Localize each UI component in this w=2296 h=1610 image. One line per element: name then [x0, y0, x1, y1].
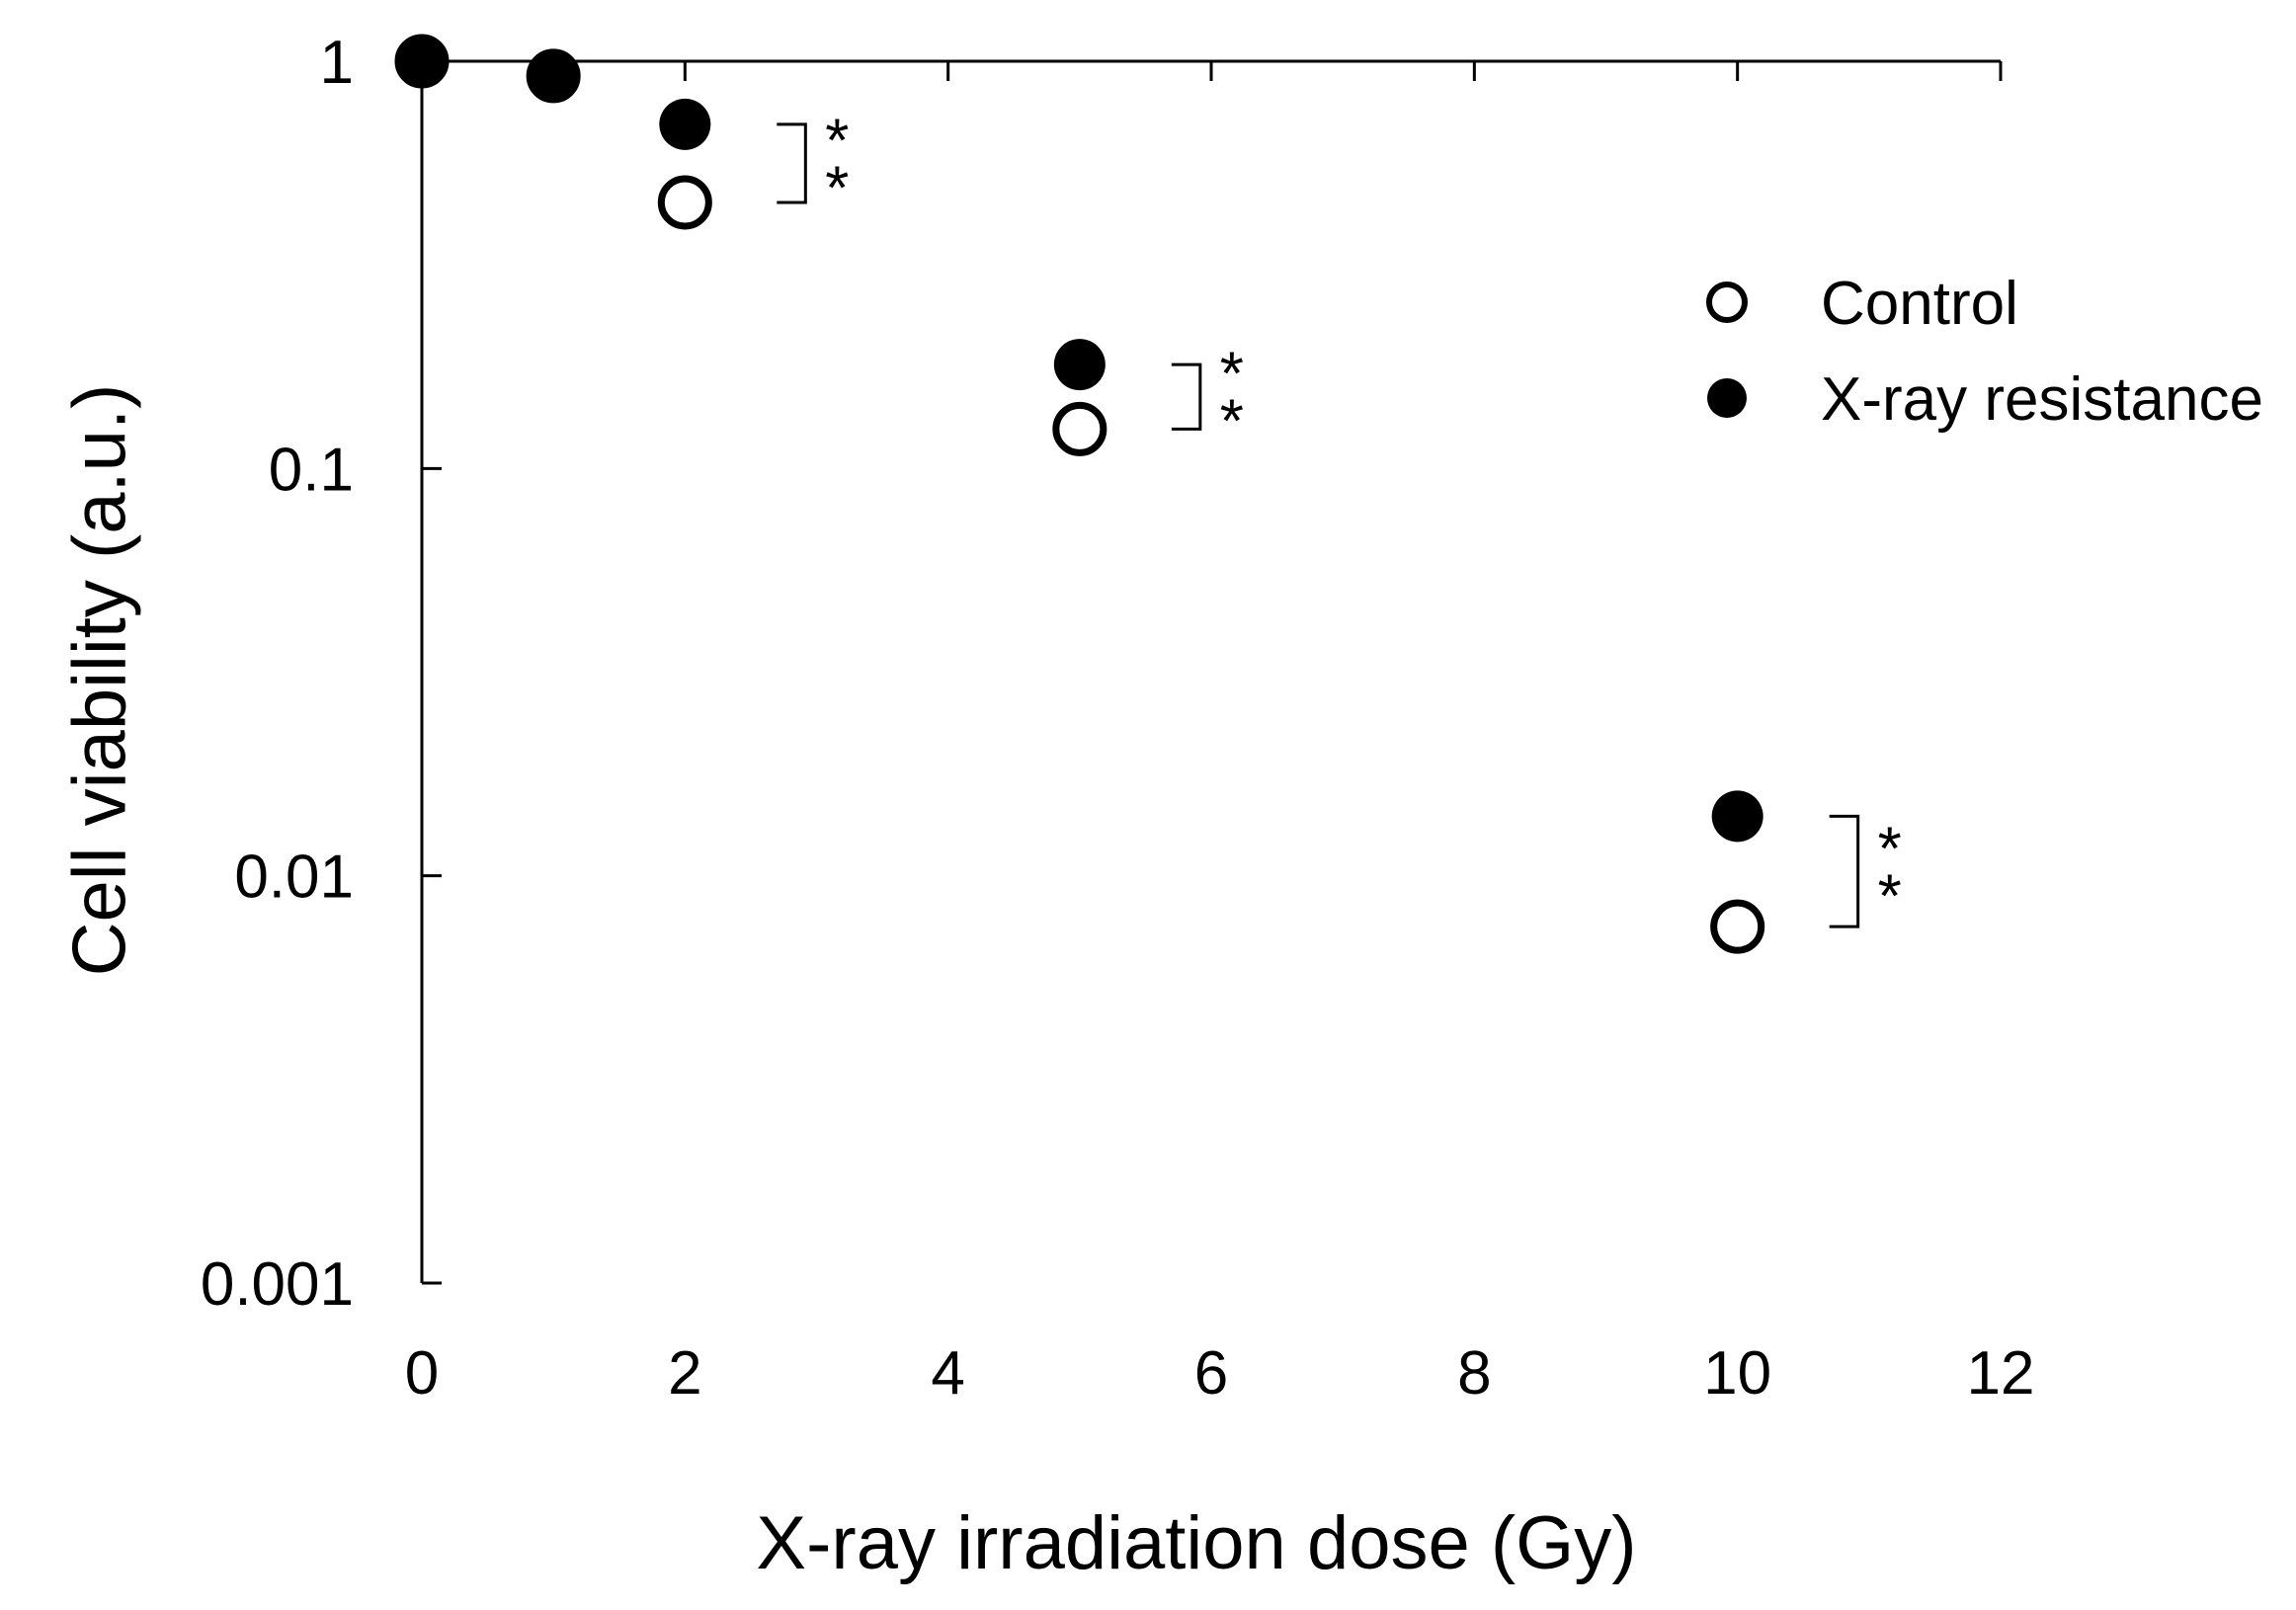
x-axis-title: X-ray irradiation dose (Gy)	[756, 1501, 1636, 1585]
significance-bracket	[1829, 814, 1860, 928]
legend-marker-x-ray-resistance	[1707, 378, 1747, 418]
point-x-ray-resistance	[1053, 339, 1106, 391]
significance-label: * *	[825, 107, 849, 222]
x-tick-label: 0	[405, 1339, 439, 1408]
x-tick-label: 10	[1703, 1339, 1771, 1408]
data-points	[394, 34, 1765, 954]
point-x-ray-resistance	[659, 98, 711, 150]
significance-label: * *	[1220, 341, 1244, 456]
y-tick-label: 1	[320, 29, 354, 97]
significance-bracket	[777, 122, 807, 204]
point-control	[1710, 899, 1765, 954]
y-tick-label: 0.1	[269, 436, 354, 504]
legend: Control X-ray resistance	[1706, 270, 2263, 434]
y-tick-label: 0.001	[201, 1250, 354, 1319]
point-x-ray-resistance	[528, 49, 580, 102]
point-x-ray-resistance	[1711, 790, 1763, 843]
x-tick-label: 6	[1194, 1339, 1228, 1408]
point-x-ray-resistance	[396, 36, 448, 87]
legend-label-control: Control	[1821, 270, 2018, 338]
significance-annotations: * * * * * *	[777, 107, 1902, 930]
axes: 0 2 4 6 8 10 12 1 0.1 0.01 0.001	[201, 29, 2035, 1408]
x-tick-label: 12	[1967, 1339, 2035, 1408]
y-axis-title: Cell viability (a.u.)	[58, 384, 142, 977]
point-control	[1052, 401, 1107, 456]
significance-label: * *	[1878, 815, 1902, 930]
y-tick-label: 0.01	[234, 844, 354, 912]
x-tick-label: 8	[1457, 1339, 1491, 1408]
x-tick-label: 4	[931, 1339, 964, 1408]
x-tick-label: 2	[668, 1339, 701, 1408]
point-control	[657, 175, 712, 230]
legend-marker-control	[1706, 282, 1748, 323]
legend-label-x-ray-resistance: X-ray resistance	[1821, 365, 2263, 434]
significance-bracket	[1171, 362, 1202, 431]
